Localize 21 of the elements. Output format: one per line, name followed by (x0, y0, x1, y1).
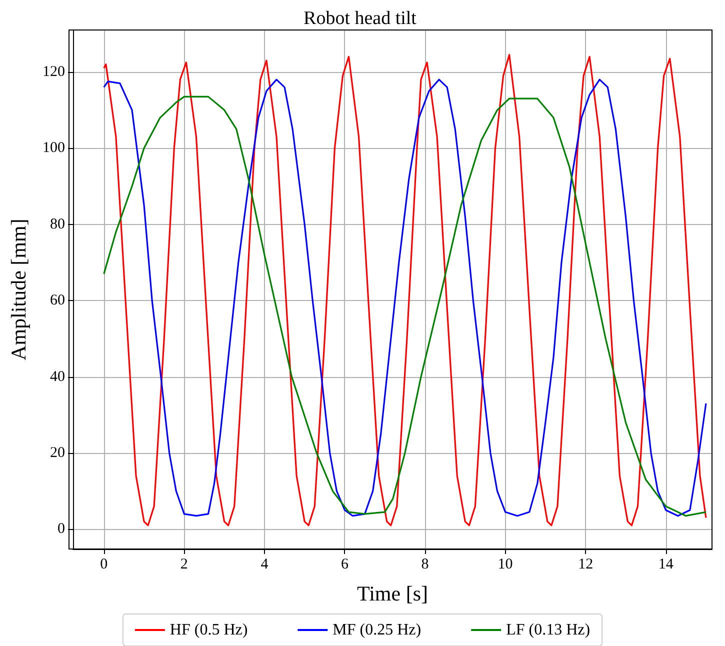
x-tick-label: 12 (578, 556, 594, 572)
y-tick-label: 0 (58, 521, 65, 538)
legend-label: MF (0.25 Hz) (332, 622, 422, 638)
x-axis-title: Time [s] (357, 582, 428, 606)
x-tick-label: 8 (421, 556, 429, 572)
y-tick-label: 40 (50, 368, 65, 385)
x-tick-label: 0 (100, 556, 108, 572)
x-tick-label: 10 (498, 556, 513, 572)
y-tick-label: 100 (42, 140, 65, 156)
y-tick-label: 20 (50, 444, 65, 461)
y-tick-label: 80 (50, 216, 65, 232)
x-tick-label: 2 (180, 556, 188, 572)
legend-label: HF (0.5 Hz) (170, 622, 248, 638)
y-axis-title: Amplitude [mm] (6, 218, 30, 360)
y-tick-label: 60 (50, 292, 65, 309)
x-tick-label: 14 (658, 556, 674, 572)
chart-title: Robot head tilt (304, 8, 418, 29)
x-tick-label: 4 (260, 556, 269, 572)
y-tick-label: 120 (42, 64, 65, 80)
legend-label: LF (0.13 Hz) (506, 622, 590, 638)
x-tick-label: 6 (340, 556, 349, 572)
